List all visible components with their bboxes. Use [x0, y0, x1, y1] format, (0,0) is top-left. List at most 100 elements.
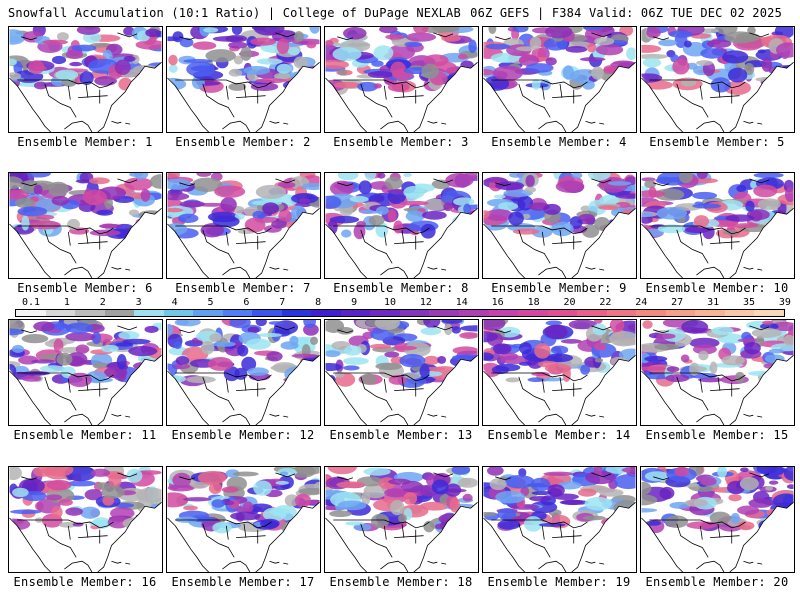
snowfall-colorbar	[15, 309, 785, 317]
ensemble-member-label: Ensemble Member: 6	[17, 281, 153, 295]
ensemble-member-panel	[640, 26, 795, 133]
ensemble-member-panel	[324, 26, 479, 133]
ensemble-member-panel	[640, 319, 795, 426]
colorbar-swatch	[222, 310, 253, 316]
snowfall-map	[641, 320, 794, 425]
snowfall-shading	[9, 467, 162, 533]
snowfall-shading	[483, 320, 636, 384]
model-run-label: 06Z GEFS | F384 Valid: 06Z TUE DEC 02 20…	[470, 6, 782, 20]
ensemble-member-label: Ensemble Member: 3	[333, 135, 469, 149]
colorbar-swatch	[163, 310, 194, 316]
ensemble-member-label: Ensemble Member: 14	[487, 428, 631, 442]
snowfall-map	[641, 467, 794, 572]
snowfall-shading	[325, 320, 478, 388]
island-outlines	[653, 32, 770, 125]
colorbar-swatch	[458, 310, 489, 316]
border-lines	[175, 225, 272, 264]
colorbar-tick-label: 3	[135, 297, 142, 308]
coastline	[641, 355, 794, 425]
ensemble-member-panel	[640, 172, 795, 279]
coastline	[9, 62, 162, 132]
colorbar-swatch	[75, 310, 105, 316]
colorbar-tick-label: 10	[383, 297, 397, 308]
colorbar-tick-label: 5	[207, 297, 214, 308]
island-outlines	[653, 178, 770, 271]
snowfall-map	[167, 467, 320, 572]
colorbar-swatch	[134, 310, 164, 316]
island-outlines	[337, 325, 454, 418]
border-lines	[333, 225, 430, 264]
snowfall-map	[167, 27, 320, 132]
colorbar-tick-label: 16	[491, 297, 504, 308]
snowfall-shading	[483, 173, 636, 240]
border-lines	[175, 372, 272, 411]
colorbar-swatch	[488, 310, 519, 316]
ensemble-member-label: Ensemble Member: 12	[171, 428, 315, 442]
colorbar-swatch	[636, 310, 666, 316]
colorbar-tick-label: 31	[707, 297, 720, 308]
colorbar-swatch	[577, 310, 607, 316]
ensemble-member-label: Ensemble Member: 2	[175, 135, 311, 149]
colorbar-tick-label: 24	[635, 297, 648, 308]
colorbar-swatch	[606, 310, 637, 316]
coastline	[641, 62, 794, 132]
coastline	[167, 502, 320, 572]
ensemble-member-panel	[640, 466, 795, 573]
snowfall-map	[325, 467, 478, 572]
snowfall-shading	[641, 27, 794, 96]
border-lines	[491, 225, 588, 264]
snowfall-map	[483, 27, 636, 132]
ensemble-member-panel	[166, 319, 321, 426]
snowfall-map	[325, 320, 478, 425]
coastline	[9, 355, 162, 425]
ensemble-member-panel	[482, 466, 637, 573]
coastline	[167, 62, 320, 132]
island-outlines	[21, 472, 138, 565]
coastline	[483, 62, 636, 132]
colorbar-swatch	[193, 310, 223, 316]
border-lines	[175, 519, 272, 558]
snowfall-map	[483, 467, 636, 572]
ensemble-member-label: Ensemble Member: 16	[13, 575, 157, 589]
border-lines	[333, 79, 430, 118]
coastline	[325, 502, 478, 572]
snowfall-shading	[167, 173, 320, 239]
border-lines	[649, 225, 746, 264]
border-lines	[17, 79, 114, 118]
border-lines	[649, 519, 746, 558]
colorbar-swatch	[429, 310, 459, 316]
colorbar-swatch	[695, 310, 725, 316]
ensemble-member-label: Ensemble Member: 20	[645, 575, 789, 589]
colorbar-tick-label: 8	[315, 297, 322, 308]
ensemble-member-panel	[324, 319, 479, 426]
island-outlines	[653, 472, 770, 565]
snowfall-shading	[325, 173, 478, 240]
colorbar-swatch	[754, 310, 784, 316]
island-outlines	[21, 325, 138, 418]
coastline	[167, 355, 320, 425]
island-outlines	[21, 32, 138, 125]
border-lines	[491, 79, 588, 118]
colorbar-swatch	[16, 310, 46, 316]
snowfall-map	[9, 467, 162, 572]
island-outlines	[21, 178, 138, 271]
border-lines	[649, 372, 746, 411]
snowfall-map	[641, 27, 794, 132]
colorbar-tick-label: 22	[599, 297, 612, 308]
coastline	[325, 208, 478, 278]
ensemble-member-panel	[8, 466, 163, 573]
colorbar-tick-label: 2	[99, 297, 106, 308]
island-outlines	[495, 472, 612, 565]
snowfall-map	[483, 173, 636, 278]
snowfall-map	[483, 320, 636, 425]
snowfall-map	[325, 173, 478, 278]
ensemble-member-label: Ensemble Member: 1	[17, 135, 153, 149]
ensemble-member-label: Ensemble Member: 19	[487, 575, 631, 589]
border-lines	[491, 519, 588, 558]
island-outlines	[653, 325, 770, 418]
ensemble-member-label: Ensemble Member: 11	[13, 428, 157, 442]
island-outlines	[337, 178, 454, 271]
colorbar-swatch	[724, 310, 755, 316]
colorbar-tick-label: 39	[778, 297, 791, 308]
colorbar-swatch	[311, 310, 341, 316]
